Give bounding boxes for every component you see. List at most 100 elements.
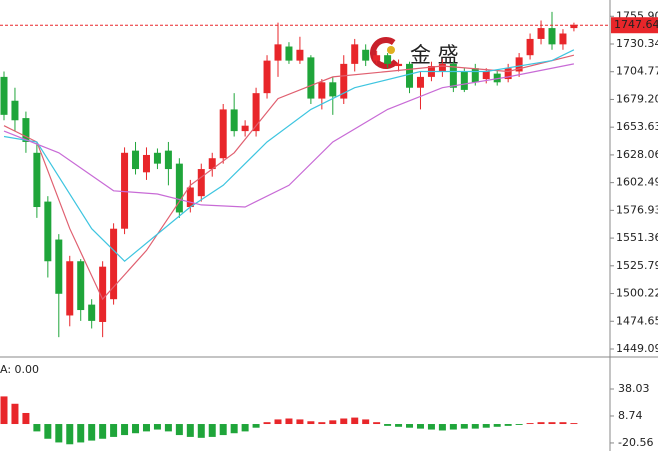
candle-body: [274, 44, 282, 61]
histogram-bar: [33, 424, 41, 432]
candle-body: [230, 109, 238, 132]
last-price-label: 1747.64: [614, 18, 658, 31]
candle-body: [197, 169, 205, 197]
histogram-bar: [208, 424, 216, 437]
candle-body: [384, 55, 392, 64]
y-tick-label: 1628.06: [616, 148, 658, 161]
histogram-bar: [285, 418, 293, 425]
histogram-bar: [482, 424, 490, 428]
candle-body: [33, 152, 41, 208]
histogram-bar: [274, 419, 282, 425]
y-tick-label: 1730.34: [616, 37, 658, 50]
candle-body: [99, 266, 107, 322]
candle-body: [175, 163, 183, 213]
candle-body: [208, 158, 216, 170]
y-tick-label: 1500.22: [616, 287, 658, 300]
histogram-bar: [164, 424, 172, 432]
candle-body: [526, 38, 534, 56]
histogram-bar: [66, 424, 74, 445]
histogram-bar: [197, 424, 205, 438]
y-tick-label: 1525.79: [616, 259, 658, 272]
candle-body: [318, 82, 326, 99]
candle-body: [438, 63, 446, 72]
histogram-bar: [0, 396, 8, 425]
candle-body: [351, 44, 359, 64]
histogram-bar: [329, 420, 337, 425]
histogram-bar: [110, 424, 118, 437]
histogram-bar: [460, 424, 468, 429]
histogram-bar: [384, 424, 392, 426]
candle-body: [121, 152, 129, 229]
y-tick-label: 1474.65: [616, 314, 658, 327]
histogram-bar: [219, 424, 227, 436]
histogram-bar: [22, 412, 30, 425]
indicator-label: A: 0.00: [0, 363, 39, 376]
y-tick-label: 1576.93: [616, 203, 658, 216]
histogram-bar: [186, 424, 194, 437]
candle-body: [329, 82, 337, 97]
histogram-bar: [77, 424, 85, 443]
histogram-bar: [230, 424, 238, 434]
y-tick-label: 38.03: [618, 382, 650, 395]
moving-average: [3, 49, 575, 263]
candle-body: [241, 125, 249, 132]
histogram-bar: [373, 422, 381, 425]
histogram-bar: [296, 419, 304, 425]
candle-body: [559, 33, 567, 45]
candle-body: [0, 76, 8, 115]
candle-body: [537, 28, 545, 39]
histogram-bar: [121, 424, 129, 436]
histogram-bar: [471, 424, 479, 429]
candle-body: [406, 63, 414, 88]
candle-body: [373, 55, 381, 61]
candle-body: [504, 68, 512, 80]
histogram-bar: [526, 423, 534, 425]
last-price-box: [611, 17, 658, 34]
histogram-bar: [318, 422, 326, 425]
histogram-bar: [153, 424, 161, 430]
candle-body: [153, 152, 161, 164]
histogram-bar: [252, 424, 260, 428]
candle-body: [88, 304, 96, 321]
candle-body: [252, 93, 260, 132]
y-tick-label: 1551.36: [616, 231, 658, 244]
candle-body: [296, 49, 304, 61]
y-tick-label: 1653.63: [616, 120, 658, 133]
histogram-bar: [99, 424, 107, 439]
candle-body: [186, 187, 194, 208]
histogram-bar: [493, 424, 501, 427]
y-tick-label: -20.56: [618, 436, 653, 449]
candle-body: [44, 201, 52, 262]
moving-average: [3, 63, 575, 208]
candle-body: [515, 57, 523, 72]
histogram-bar: [427, 424, 435, 430]
y-tick-label: 1679.20: [616, 92, 658, 105]
histogram-bar: [537, 422, 545, 425]
histogram-bar: [263, 422, 271, 425]
candle-body: [263, 60, 271, 94]
y-tick-label: 8.74: [618, 409, 643, 422]
histogram-bar: [362, 419, 370, 425]
histogram-bar: [132, 424, 140, 434]
histogram-bar: [351, 417, 359, 425]
candle-body: [132, 150, 140, 170]
histogram-bar: [559, 422, 567, 425]
histogram-bar: [142, 424, 150, 432]
candle-body: [340, 63, 348, 99]
logo-text: 金 盛: [410, 43, 459, 67]
candle-body: [66, 261, 74, 316]
histogram-bar: [515, 424, 523, 425]
candle-body: [548, 28, 556, 45]
candle-body: [142, 154, 150, 173]
moving-average: [3, 54, 575, 301]
histogram-bar: [449, 424, 457, 430]
candle-body: [570, 24, 578, 29]
candle-body: [493, 73, 501, 83]
candle-body: [110, 228, 118, 300]
candle-body: [449, 63, 457, 88]
histogram-bar: [504, 424, 512, 426]
histogram-bar: [340, 418, 348, 425]
y-tick-label: 1704.77: [616, 65, 658, 78]
histogram-bar: [11, 403, 19, 425]
